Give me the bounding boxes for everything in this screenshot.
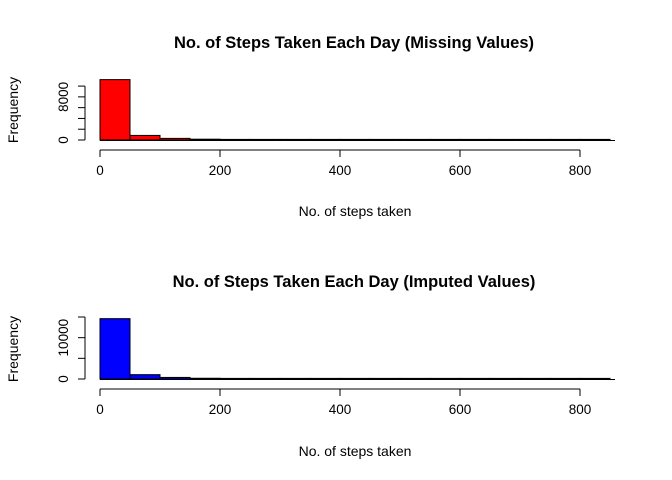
histogram-bar [249, 377, 281, 380]
histogram-bar [129, 134, 161, 141]
histogram-bar [339, 138, 371, 141]
histogram-bar [369, 138, 401, 141]
bars [99, 318, 615, 380]
x-axis-label: No. of steps taken [299, 443, 412, 459]
y-axis: 0 8000 [56, 82, 86, 144]
x-tick-label: 600 [449, 163, 472, 178]
histogram-bar [459, 377, 491, 380]
histogram-bar [489, 377, 521, 380]
y-axis: 0 10000 [56, 316, 86, 383]
y-tick-label: 8000 [56, 82, 71, 112]
x-tick-label: 200 [209, 163, 232, 178]
histogram-bar [519, 138, 551, 141]
histogram-bar [219, 377, 251, 380]
histogram-bar [339, 377, 371, 380]
bars [99, 79, 615, 141]
y-tick-label: 10000 [56, 319, 71, 357]
y-axis-label: Frequency [5, 316, 21, 382]
histogram-bar [249, 138, 281, 141]
histogram-bar [99, 79, 131, 141]
chart-title: No. of Steps Taken Each Day (Missing Val… [174, 34, 534, 52]
x-tick-label: 0 [96, 402, 104, 417]
histogram-bar [309, 377, 341, 380]
histogram-bar [549, 377, 581, 380]
histogram-bar [489, 138, 521, 141]
x-axis: 0 200 400 600 800 [96, 149, 592, 178]
histogram-bar [159, 137, 191, 141]
histogram-bar [519, 377, 551, 380]
histogram-bar [399, 138, 431, 141]
histogram-bar [579, 138, 611, 141]
y-tick-label: 0 [56, 136, 71, 144]
x-tick-label: 400 [329, 402, 352, 417]
histogram-bar [399, 377, 431, 380]
x-tick-label: 600 [449, 402, 472, 417]
histogram-bar [549, 138, 581, 141]
y-tick-label: 0 [56, 375, 71, 383]
x-tick-label: 0 [96, 163, 104, 178]
histogram-bar [159, 376, 191, 380]
x-tick-label: 200 [209, 402, 232, 417]
histogram-bar [429, 377, 461, 380]
x-tick-label: 800 [569, 402, 592, 417]
histogram-bar [279, 377, 311, 380]
x-tick-label: 400 [329, 163, 352, 178]
histogram-imputed-values: No. of Steps Taken Each Day (Imputed Val… [5, 273, 615, 459]
histogram-bar [579, 377, 611, 380]
histogram-bar [369, 377, 401, 380]
histogram-bar [129, 374, 161, 380]
histogram-bar [189, 138, 221, 141]
chart-title: No. of Steps Taken Each Day (Imputed Val… [173, 273, 536, 291]
histogram-bar [219, 138, 251, 141]
histogram-bar [279, 138, 311, 141]
x-axis-label: No. of steps taken [299, 203, 412, 219]
histogram-bar [309, 138, 341, 141]
histogram-bar [189, 377, 221, 380]
x-axis: 0 200 400 600 800 [96, 388, 592, 417]
y-axis-label: Frequency [5, 77, 21, 143]
histogram-bar [459, 138, 491, 141]
histogram-missing-values: No. of Steps Taken Each Day (Missing Val… [5, 34, 615, 219]
histogram-bar [99, 318, 131, 380]
x-tick-label: 800 [569, 163, 592, 178]
histogram-bar [429, 138, 461, 141]
